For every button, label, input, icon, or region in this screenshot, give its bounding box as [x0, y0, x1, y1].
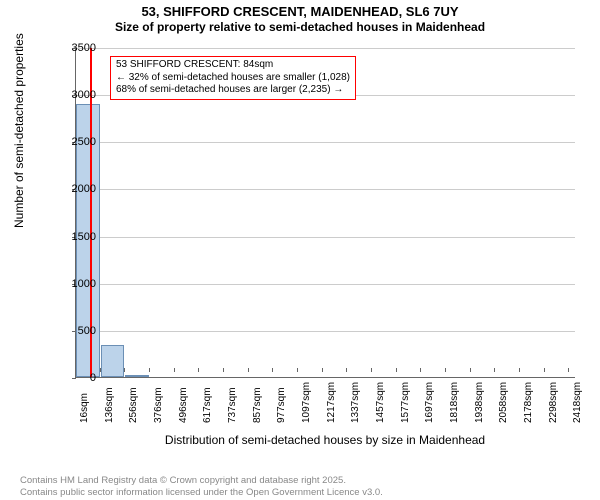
- y-tick-label: 2500: [56, 136, 96, 148]
- gridline: [76, 142, 575, 143]
- gridline: [76, 237, 575, 238]
- x-tick-label: 2178sqm: [523, 382, 534, 423]
- gridline: [76, 189, 575, 190]
- x-tick-label: 1818sqm: [449, 382, 460, 423]
- footer-line-2: Contains public sector information licen…: [20, 487, 590, 498]
- y-tick-label: 3500: [56, 42, 96, 54]
- x-tick-label: 1697sqm: [424, 382, 435, 423]
- y-tick-label: 3000: [56, 89, 96, 101]
- gridline: [76, 48, 575, 49]
- x-tick-label: 1577sqm: [400, 382, 411, 423]
- x-tick-label: 136sqm: [104, 387, 115, 423]
- x-tick-label: 256sqm: [128, 387, 139, 423]
- x-tick-label: 496sqm: [178, 387, 189, 423]
- y-tick-label: 2000: [56, 183, 96, 195]
- chart: Number of semi-detached properties 53 SH…: [0, 38, 600, 458]
- x-tick-label: 376sqm: [153, 387, 164, 423]
- x-tick-label: 1938sqm: [474, 382, 485, 423]
- annotation-box: 53 SHIFFORD CRESCENT: 84sqm← 32% of semi…: [110, 56, 356, 100]
- x-tick-label: 1337sqm: [350, 382, 361, 423]
- x-tick-label: 977sqm: [276, 387, 287, 423]
- y-tick-label: 500: [56, 325, 96, 337]
- y-tick-label: 0: [56, 372, 96, 384]
- x-tick-label: 857sqm: [252, 387, 263, 423]
- x-tick-label: 617sqm: [202, 387, 213, 423]
- title-block: 53, SHIFFORD CRESCENT, MAIDENHEAD, SL6 7…: [0, 0, 600, 34]
- annotation-line: 68% of semi-detached houses are larger (…: [116, 84, 350, 97]
- y-axis-title: Number of semi-detached properties: [12, 33, 26, 228]
- x-tick-label: 16sqm: [79, 393, 90, 423]
- x-tick-label: 737sqm: [227, 387, 238, 423]
- x-tick-label: 2058sqm: [498, 382, 509, 423]
- x-tick-label: 1097sqm: [301, 382, 312, 423]
- x-tick-label: 1217sqm: [326, 382, 337, 423]
- gridline: [76, 284, 575, 285]
- x-tick-label: 2298sqm: [548, 382, 559, 423]
- annotation-line: ← 32% of semi-detached houses are smalle…: [116, 72, 350, 85]
- histogram-bar: [101, 345, 125, 377]
- x-tick-label: 2418sqm: [572, 382, 583, 423]
- x-axis-title: Distribution of semi-detached houses by …: [75, 433, 575, 447]
- y-tick-label: 1000: [56, 278, 96, 290]
- page-subtitle: Size of property relative to semi-detach…: [10, 20, 590, 34]
- y-tick-label: 1500: [56, 231, 96, 243]
- gridline: [76, 331, 575, 332]
- plot-area: 53 SHIFFORD CRESCENT: 84sqm← 32% of semi…: [75, 48, 575, 378]
- histogram-bar: [125, 375, 149, 377]
- page-title: 53, SHIFFORD CRESCENT, MAIDENHEAD, SL6 7…: [10, 4, 590, 19]
- annotation-line: 53 SHIFFORD CRESCENT: 84sqm: [116, 59, 350, 72]
- footer: Contains HM Land Registry data © Crown c…: [20, 475, 590, 498]
- footer-line-1: Contains HM Land Registry data © Crown c…: [20, 475, 590, 486]
- x-tick-label: 1457sqm: [375, 382, 386, 423]
